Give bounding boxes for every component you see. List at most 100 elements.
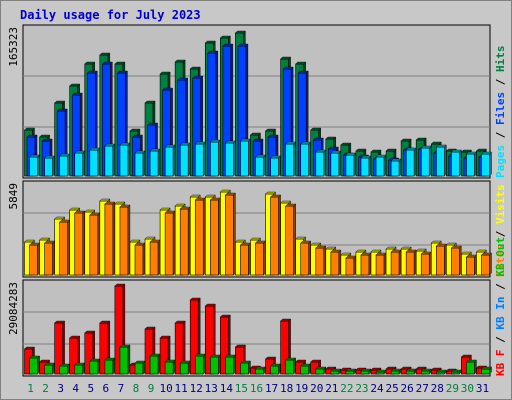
pages-bar	[420, 147, 430, 177]
sites-bar-side	[172, 210, 176, 276]
sites-bar	[345, 257, 355, 276]
legend-hits-files-pages-entry: Pages	[494, 145, 507, 178]
x-tick-label: 3	[57, 382, 64, 395]
sites-bar	[29, 244, 38, 276]
sites-bar-side	[218, 197, 221, 276]
pages-bar	[89, 149, 99, 177]
sites-bar	[59, 221, 68, 276]
kbytes-out-bar	[405, 370, 415, 375]
kbytes-out-bar	[179, 362, 189, 375]
x-tick-label: 21	[325, 382, 338, 395]
pages-bar-side	[233, 140, 236, 177]
kbytes-out-bar	[330, 370, 340, 375]
legend-hits-files-pages-entry: Files	[494, 92, 507, 125]
kbytes-out-bar	[59, 365, 68, 375]
sites-bar	[315, 247, 325, 276]
x-tick-label: 6	[103, 382, 110, 395]
pages-bar	[300, 143, 310, 177]
sites-bar	[451, 247, 460, 276]
kbytes-out-bar-side	[233, 354, 236, 375]
sites-bar	[300, 242, 310, 276]
pages-bar-side	[97, 147, 101, 177]
x-tick-label: 25	[385, 382, 398, 395]
pages-bar	[390, 160, 400, 177]
kbytes-out-bar	[300, 365, 310, 375]
kbytes-out-bar-side	[489, 366, 492, 375]
sites-bar	[194, 199, 204, 276]
x-tick-label: 12	[190, 382, 203, 395]
kbytes-out-bar	[225, 356, 234, 375]
legend-kbytes-entry: KB F	[494, 350, 507, 377]
pages-bar-side	[82, 150, 85, 177]
kbytes-out-bar	[89, 360, 99, 375]
kbytes-out-bar-side	[142, 360, 146, 375]
sites-bar-side	[248, 242, 251, 276]
pages-bar	[194, 143, 204, 177]
kbytes-out-bar-side	[218, 354, 221, 375]
sites-bar	[149, 241, 159, 276]
pages-bar-side	[203, 141, 206, 177]
pages-bar	[360, 157, 370, 177]
sites-bar	[270, 196, 279, 276]
x-tick-label: 13	[205, 382, 218, 395]
pages-bar	[225, 142, 234, 177]
visits-sites-panel-ymax-label: 5849	[7, 183, 20, 210]
sites-bar-side	[67, 219, 70, 276]
x-tick-label: 10	[159, 382, 172, 395]
sites-bar	[420, 253, 430, 276]
pages-bar	[179, 144, 189, 177]
x-tick-label: 16	[250, 382, 263, 395]
sites-bar	[240, 244, 249, 276]
kbytes-out-bar-side	[248, 360, 251, 375]
x-tick-label: 14	[220, 382, 234, 395]
sites-bar-side	[489, 252, 492, 276]
sites-bar	[164, 212, 174, 276]
x-tick-label: 28	[431, 382, 444, 395]
kbytes-out-bar-side	[67, 363, 70, 375]
pages-bar-side	[172, 144, 176, 177]
sites-bar-side	[188, 206, 191, 276]
legend-kbytes: KB F / KB In / KB Out	[494, 237, 507, 376]
x-tick-label: 23	[355, 382, 368, 395]
kbytes-out-bar-side	[172, 359, 176, 375]
pages-bar	[436, 146, 445, 177]
sites-bar	[405, 251, 415, 276]
x-tick-label: 20	[310, 382, 323, 395]
sites-bar	[104, 203, 114, 276]
pages-bar	[451, 151, 460, 177]
sites-bar-side	[203, 197, 206, 276]
kbytes-out-bar-side	[112, 357, 116, 375]
pages-bar	[104, 145, 114, 177]
pages-bar-side	[188, 142, 191, 177]
legend-hits-files-pages-entry: Hits	[494, 46, 507, 73]
pages-bar	[255, 156, 264, 177]
x-tick-label: 7	[118, 382, 125, 395]
pages-bar	[315, 151, 325, 177]
x-tick-label: 5	[87, 382, 94, 395]
sites-bar-side	[97, 212, 101, 276]
kbytes-out-bar	[134, 362, 144, 375]
sites-bar	[255, 242, 264, 276]
x-tick-label: 19	[295, 382, 308, 395]
kbytes-out-bar	[74, 364, 84, 375]
sites-bar	[179, 208, 189, 276]
legend-kbytes-entry: KB Out	[494, 237, 507, 277]
sites-bar-side	[157, 239, 161, 276]
pages-bar-side	[157, 148, 161, 177]
sites-bar-side	[233, 192, 236, 276]
x-tick-label: 2	[42, 382, 49, 395]
pages-bar	[285, 143, 294, 177]
pages-bar-side	[218, 139, 221, 177]
kbytes-out-bar	[210, 356, 219, 375]
sites-bar-side	[127, 204, 131, 276]
sites-bar	[330, 251, 340, 276]
legend-hits-files-pages-entry: /	[494, 72, 507, 92]
x-tick-label: 9	[148, 382, 155, 395]
hits-files-pages-panel-ymax-label: 165323	[7, 27, 20, 67]
kbytes-out-bar-side	[82, 362, 85, 375]
x-tick-label: 18	[280, 382, 293, 395]
pages-bar	[119, 144, 129, 177]
kbytes-out-bar-side	[188, 360, 191, 375]
sites-bar	[134, 244, 144, 276]
